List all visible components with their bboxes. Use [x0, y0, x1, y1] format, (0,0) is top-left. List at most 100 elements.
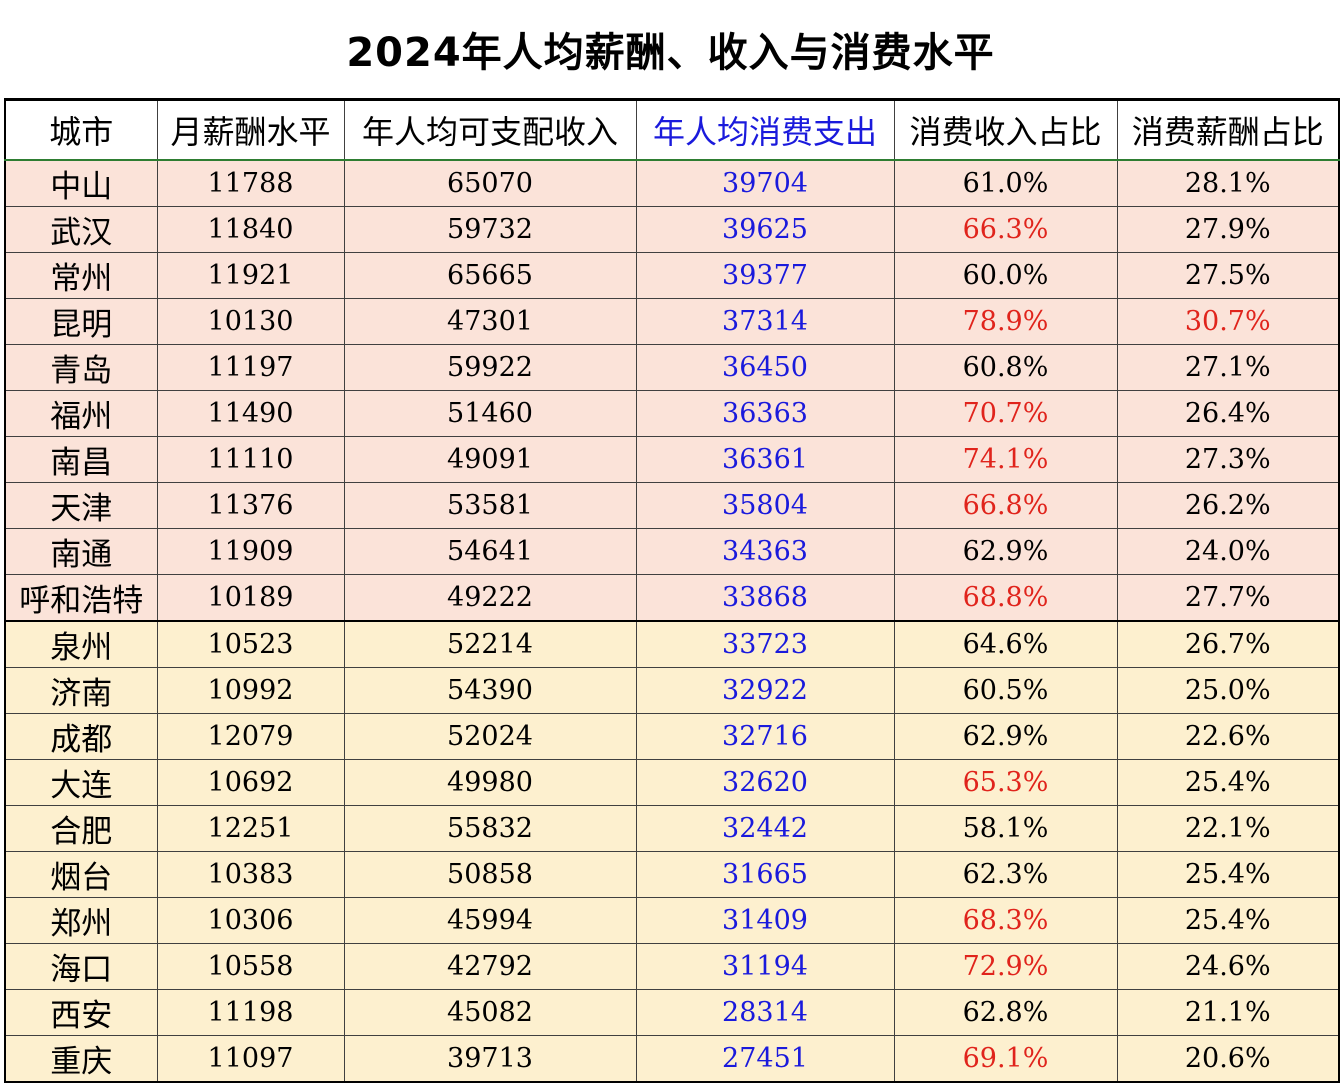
- city-cell: 烟台: [4, 851, 158, 898]
- salary-cell: 10306: [156, 897, 345, 944]
- city-cell: 福州: [4, 390, 158, 437]
- salary-cell: 11921: [156, 252, 345, 299]
- salary-cell: 12079: [156, 713, 345, 760]
- spending-cell: 33868: [635, 574, 895, 622]
- city-cell: 海口: [4, 943, 158, 990]
- city-cell: 昆明: [4, 298, 158, 345]
- header-city[interactable]: 城市: [4, 98, 158, 161]
- salary-cell: 10692: [156, 759, 345, 806]
- income-ratio-cell: 69.1%: [893, 1035, 1118, 1083]
- page-title: 2024年人均薪酬、收入与消费水平: [346, 30, 995, 76]
- income-cell: 39713: [343, 1035, 637, 1083]
- table-row[interactable]: 合肥 12251 55832 32442 58.1% 22.1%: [4, 805, 1340, 852]
- income-ratio-cell: 62.9%: [893, 713, 1118, 760]
- table-row[interactable]: 海口 10558 42792 31194 72.9% 24.6%: [4, 943, 1340, 990]
- income-cell: 65070: [343, 159, 637, 207]
- table-row[interactable]: 天津 11376 53581 35804 66.8% 26.2%: [4, 482, 1340, 529]
- income-ratio-cell: 62.3%: [893, 851, 1118, 898]
- table-row[interactable]: 常州 11921 65665 39377 60.0% 27.5%: [4, 252, 1340, 299]
- income-ratio-cell: 68.3%: [893, 897, 1118, 944]
- salary-ratio-cell: 24.0%: [1116, 528, 1340, 575]
- income-ratio-cell: 62.9%: [893, 528, 1118, 575]
- income-ratio-cell: 70.7%: [893, 390, 1118, 437]
- income-ratio-cell: 68.8%: [893, 574, 1118, 622]
- income-cell: 50858: [343, 851, 637, 898]
- salary-ratio-cell: 20.6%: [1116, 1035, 1340, 1083]
- spending-cell: 32716: [635, 713, 895, 760]
- header-row: 城市 月薪酬水平 年人均可支配收入 年人均消费支出 消费收入占比 消费薪酬占比: [4, 98, 1340, 161]
- table-row[interactable]: 福州 11490 51460 36363 70.7% 26.4%: [4, 390, 1340, 437]
- header-monthly-salary[interactable]: 月薪酬水平: [156, 98, 345, 161]
- income-cell: 55832: [343, 805, 637, 852]
- salary-ratio-cell: 21.1%: [1116, 989, 1340, 1036]
- table-row[interactable]: 呼和浩特 10189 49222 33868 68.8% 27.7%: [4, 574, 1340, 622]
- spending-cell: 39625: [635, 206, 895, 253]
- salary-ratio-cell: 25.4%: [1116, 759, 1340, 806]
- income-cell: 49980: [343, 759, 637, 806]
- city-cell: 青岛: [4, 344, 158, 391]
- table-row[interactable]: 郑州 10306 45994 31409 68.3% 25.4%: [4, 897, 1340, 944]
- city-cell: 合肥: [4, 805, 158, 852]
- salary-ratio-cell: 25.4%: [1116, 897, 1340, 944]
- income-cell: 52024: [343, 713, 637, 760]
- salary-cell: 11490: [156, 390, 345, 437]
- data-table: 城市 月薪酬水平 年人均可支配收入 年人均消费支出 消费收入占比 消费薪酬占比 …: [4, 98, 1340, 1083]
- header-disposable-income[interactable]: 年人均可支配收入: [343, 98, 637, 161]
- table-row[interactable]: 西安 11198 45082 28314 62.8% 21.1%: [4, 989, 1340, 1036]
- table-row[interactable]: 重庆 11097 39713 27451 69.1% 20.6%: [4, 1035, 1340, 1083]
- salary-cell: 11198: [156, 989, 345, 1036]
- table-row[interactable]: 昆明 10130 47301 37314 78.9% 30.7%: [4, 298, 1340, 345]
- salary-cell: 12251: [156, 805, 345, 852]
- income-ratio-cell: 61.0%: [893, 159, 1118, 207]
- income-cell: 65665: [343, 252, 637, 299]
- income-cell: 59732: [343, 206, 637, 253]
- salary-ratio-cell: 28.1%: [1116, 159, 1340, 207]
- header-consumption-spending[interactable]: 年人均消费支出: [635, 98, 895, 161]
- salary-cell: 10383: [156, 851, 345, 898]
- income-ratio-cell: 66.3%: [893, 206, 1118, 253]
- city-cell: 郑州: [4, 897, 158, 944]
- table-row[interactable]: 泉州 10523 52214 33723 64.6% 26.7%: [4, 620, 1340, 668]
- table-row[interactable]: 烟台 10383 50858 31665 62.3% 25.4%: [4, 851, 1340, 898]
- table-row[interactable]: 南昌 11110 49091 36361 74.1% 27.3%: [4, 436, 1340, 483]
- salary-ratio-cell: 22.1%: [1116, 805, 1340, 852]
- income-cell: 45082: [343, 989, 637, 1036]
- spending-cell: 39704: [635, 159, 895, 207]
- spending-cell: 33723: [635, 620, 895, 668]
- table-row[interactable]: 南通 11909 54641 34363 62.9% 24.0%: [4, 528, 1340, 575]
- table-row[interactable]: 大连 10692 49980 32620 65.3% 25.4%: [4, 759, 1340, 806]
- spending-cell: 39377: [635, 252, 895, 299]
- spending-cell: 36450: [635, 344, 895, 391]
- city-cell: 重庆: [4, 1035, 158, 1083]
- salary-ratio-cell: 27.9%: [1116, 206, 1340, 253]
- income-ratio-cell: 78.9%: [893, 298, 1118, 345]
- income-ratio-cell: 60.5%: [893, 667, 1118, 714]
- income-cell: 53581: [343, 482, 637, 529]
- table-row[interactable]: 武汉 11840 59732 39625 66.3% 27.9%: [4, 206, 1340, 253]
- income-ratio-cell: 65.3%: [893, 759, 1118, 806]
- spending-cell: 32620: [635, 759, 895, 806]
- salary-cell: 10992: [156, 667, 345, 714]
- salary-cell: 10558: [156, 943, 345, 990]
- salary-ratio-cell: 27.7%: [1116, 574, 1340, 622]
- income-cell: 54390: [343, 667, 637, 714]
- income-ratio-cell: 72.9%: [893, 943, 1118, 990]
- income-ratio-cell: 64.6%: [893, 620, 1118, 668]
- header-consumption-salary-ratio[interactable]: 消费薪酬占比: [1116, 98, 1340, 161]
- salary-ratio-cell: 25.4%: [1116, 851, 1340, 898]
- table-row[interactable]: 成都 12079 52024 32716 62.9% 22.6%: [4, 713, 1340, 760]
- spending-cell: 31194: [635, 943, 895, 990]
- table-row[interactable]: 中山 11788 65070 39704 61.0% 28.1%: [4, 159, 1340, 207]
- table-row[interactable]: 青岛 11197 59922 36450 60.8% 27.1%: [4, 344, 1340, 391]
- city-cell: 天津: [4, 482, 158, 529]
- table-row[interactable]: 济南 10992 54390 32922 60.5% 25.0%: [4, 667, 1340, 714]
- salary-cell: 11840: [156, 206, 345, 253]
- spending-cell: 35804: [635, 482, 895, 529]
- spending-cell: 34363: [635, 528, 895, 575]
- header-consumption-income-ratio[interactable]: 消费收入占比: [893, 98, 1118, 161]
- income-cell: 49222: [343, 574, 637, 622]
- income-ratio-cell: 74.1%: [893, 436, 1118, 483]
- salary-cell: 10523: [156, 620, 345, 668]
- salary-cell: 11788: [156, 159, 345, 207]
- salary-cell: 11097: [156, 1035, 345, 1083]
